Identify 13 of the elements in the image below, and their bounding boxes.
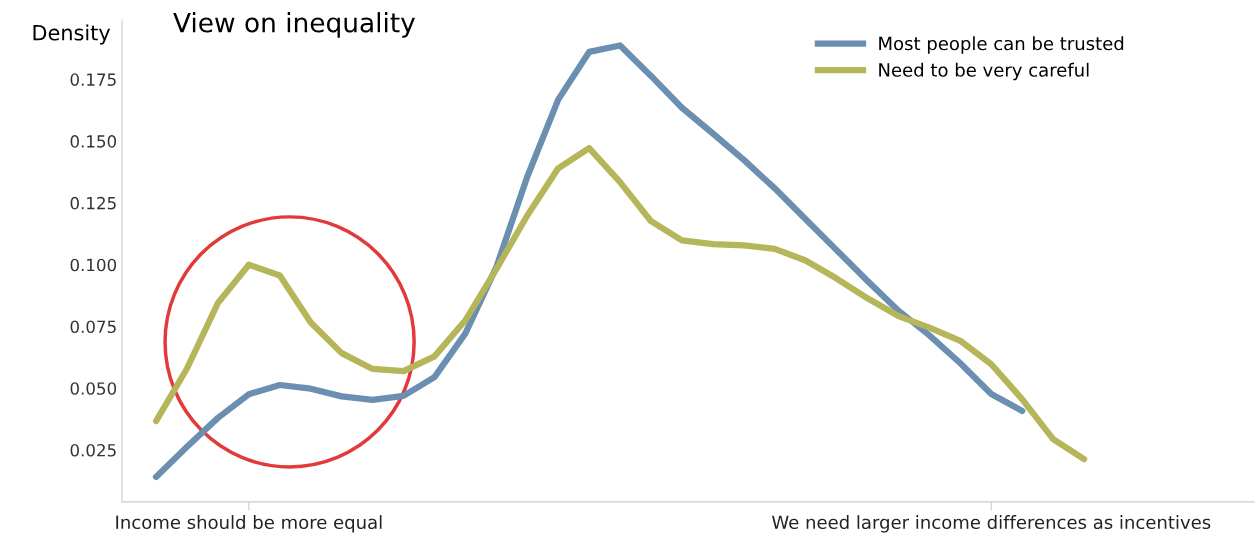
y-tick-label: 0.050 xyxy=(70,382,117,395)
x-tick-label: We need larger income differences as incentives xyxy=(771,515,1211,533)
y-axis-title: Density xyxy=(33,24,111,45)
legend-label: Most people can be trusted xyxy=(879,36,1124,54)
y-tick-label: 0.100 xyxy=(70,258,117,272)
y-tick-label: 0.025 xyxy=(70,443,116,457)
y-tick-label: 0.175 xyxy=(70,73,116,86)
legend-label: Need to be very careful xyxy=(879,62,1089,81)
y-tick-label: 0.150 xyxy=(70,135,117,148)
chart-title: View on inequality xyxy=(173,12,416,38)
y-tick-label: 0.075 xyxy=(70,320,116,334)
y-tick-label: 0.125 xyxy=(70,196,116,210)
x-tick-label: Income should be more equal xyxy=(116,515,382,533)
